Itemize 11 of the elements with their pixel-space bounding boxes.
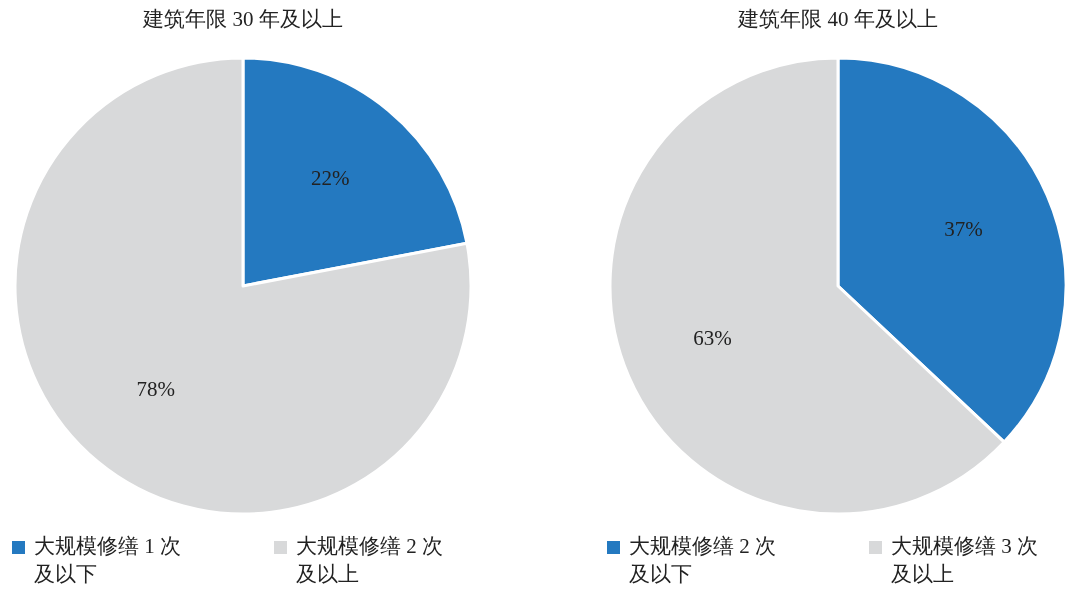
pie-slice <box>13 56 473 516</box>
data-label: 22% <box>310 166 350 191</box>
legend-label: 大规模修缮 2 次及以上 <box>296 533 443 586</box>
chart-title: 建筑年限 40 年及以上 <box>737 7 938 31</box>
data-label: 78% <box>136 377 176 402</box>
legend-label: 大规模修缮 1 次及以下 <box>34 533 181 586</box>
legend-label: 大规模修缮 2 次及以下 <box>629 533 776 586</box>
legend-label: 大规模修缮 3 次及以上 <box>891 533 1038 586</box>
data-label: 63% <box>693 326 732 351</box>
data-label: 37% <box>944 217 983 242</box>
chart-title: 建筑年限 30 年及以上 <box>142 7 343 31</box>
